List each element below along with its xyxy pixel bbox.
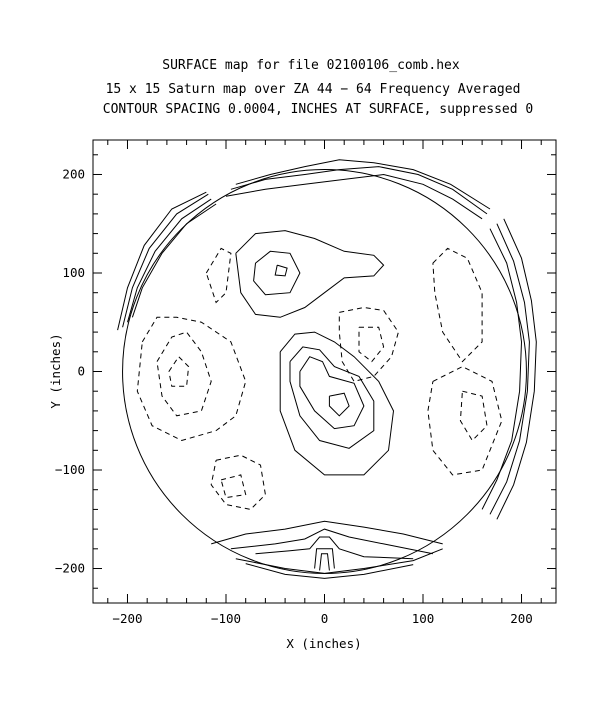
x-tick-label: 0 xyxy=(321,611,329,626)
title-line-3: CONTOUR SPACING 0.0004, INCHES AT SURFAC… xyxy=(103,102,533,117)
edge-contour-rim-top-1 xyxy=(225,173,483,220)
positive-contour-upper-left-inner xyxy=(274,264,288,277)
negative-contour-left-lower-inner xyxy=(220,474,247,499)
dish-boundary xyxy=(122,169,527,574)
y-tick-label: 200 xyxy=(62,166,85,181)
negative-contour-left-mid-inner xyxy=(168,355,190,387)
negative-contour-right-lower-inner xyxy=(459,390,488,442)
positive-contour-center-outer xyxy=(279,331,395,476)
positive-contour-bottom-arc-1 xyxy=(211,520,443,545)
x-tick-label: −100 xyxy=(211,611,241,626)
tick-labels: −200 −100 0 100 200 −200 −100 0 100 200 xyxy=(55,166,533,626)
title-line-2: 15 x 15 Saturn map over ZA 44 − 64 Frequ… xyxy=(106,82,521,97)
positive-contour-center-core xyxy=(328,392,350,417)
title-line-1: SURFACE map for file 02100106_comb.hex xyxy=(162,58,460,73)
positive-contour-center-inner xyxy=(299,356,365,430)
negative-contour-left-outer xyxy=(136,316,247,442)
negative-contour-right-lower xyxy=(427,366,503,476)
y-tick-label: −200 xyxy=(55,561,85,576)
x-axis-label: X (inches) xyxy=(286,636,361,651)
y-tick-label: 0 xyxy=(77,364,85,379)
x-tick-label: 200 xyxy=(510,611,533,626)
edge-contour-rim-left-4 xyxy=(117,191,207,331)
positive-contour-bottom-core-2 xyxy=(319,553,330,571)
y-axis-label: Y (inches) xyxy=(48,333,63,408)
contour-lines xyxy=(117,159,537,579)
axis-ticks xyxy=(93,140,556,603)
negative-contour-right-center xyxy=(338,306,399,382)
positive-contour-bottom-arc-2 xyxy=(230,528,433,555)
positive-contour-bottom-arc-3 xyxy=(255,536,414,560)
edge-contour-rim-right-1 xyxy=(481,228,523,510)
positive-contour-upper-left-outer xyxy=(235,230,385,318)
edge-contour-rim-bottom-1 xyxy=(235,548,443,574)
positive-contour-upper-left-mid xyxy=(253,250,301,296)
edge-contour-rim-bottom-2 xyxy=(245,563,414,579)
negative-contour-right-upper xyxy=(432,247,483,363)
edge-contour-rim-left-2 xyxy=(127,198,212,323)
x-tick-label: −200 xyxy=(112,611,142,626)
y-tick-label: −100 xyxy=(55,462,85,477)
positive-contour-center-mid xyxy=(289,346,375,449)
edge-contour-rim-top-3 xyxy=(235,159,491,210)
negative-contour-left-upper xyxy=(205,247,232,304)
x-tick-label: 100 xyxy=(412,611,435,626)
edge-contour-rim-right-2 xyxy=(489,223,530,515)
edge-contour-rim-left-1 xyxy=(131,203,217,318)
negative-contour-left-mid xyxy=(156,331,212,417)
negative-contour-right-center-inner xyxy=(358,326,385,363)
negative-contour-left-lower xyxy=(210,454,266,510)
positive-contour-bottom-core-1 xyxy=(314,548,335,569)
y-tick-label: 100 xyxy=(62,265,85,280)
chart-title: SURFACE map for file 02100106_comb.hex 1… xyxy=(103,58,533,117)
plot-frame xyxy=(92,139,557,604)
edge-contour-rim-top-2 xyxy=(230,166,488,215)
edge-contour-rim-right-3 xyxy=(496,218,537,520)
edge-contour-rim-left-3 xyxy=(122,193,209,328)
